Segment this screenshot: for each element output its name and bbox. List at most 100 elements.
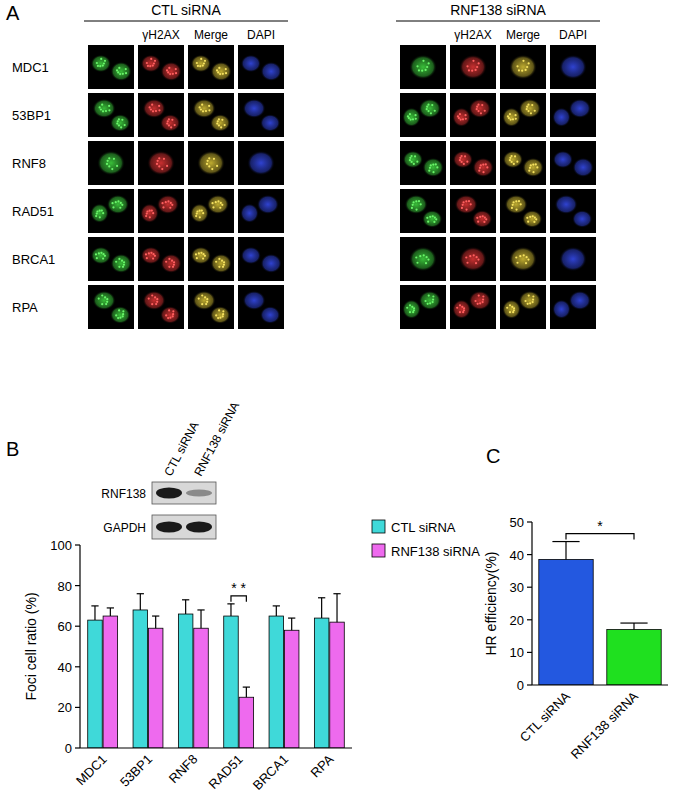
error-cap xyxy=(273,605,280,606)
focus-dot xyxy=(165,261,167,263)
focus-dot xyxy=(475,69,477,71)
focus-dot xyxy=(202,253,204,255)
focus-dot xyxy=(409,159,411,161)
y-tick-label: 60 xyxy=(58,619,72,634)
error-stem xyxy=(230,604,231,616)
error-stem xyxy=(246,687,247,697)
focus-dot xyxy=(527,258,529,260)
focus-dot xyxy=(411,161,413,163)
legend-swatch xyxy=(372,544,385,557)
tile-background xyxy=(500,189,546,233)
focus-dot xyxy=(203,62,205,64)
focus-dot xyxy=(415,200,417,202)
tile-background xyxy=(188,93,234,137)
focus-dot xyxy=(221,119,223,121)
error-bar xyxy=(152,616,159,628)
tile-background xyxy=(238,285,284,329)
significance-bracket xyxy=(566,534,634,540)
focus-dot xyxy=(168,309,170,311)
micrograph-tile xyxy=(88,189,134,233)
focus-dot xyxy=(206,301,208,303)
focus-dot xyxy=(533,221,535,223)
focus-dot xyxy=(99,216,101,218)
focus-dot xyxy=(195,215,197,217)
micrograph-tile xyxy=(138,189,184,233)
focus-dot xyxy=(515,208,517,210)
focus-dot xyxy=(480,164,482,166)
error-stem xyxy=(633,623,634,630)
nucleus xyxy=(552,108,570,127)
focus-dot xyxy=(199,106,201,108)
bar xyxy=(194,628,209,748)
y-tick xyxy=(75,707,80,708)
focus-dot xyxy=(465,208,467,210)
focus-dot xyxy=(208,109,210,111)
micrograph-tile xyxy=(500,141,546,185)
micrograph-tile xyxy=(500,189,546,233)
focus-dot xyxy=(476,106,478,108)
error-cap xyxy=(107,607,114,608)
focus-dot xyxy=(424,300,426,302)
focus-dot xyxy=(420,203,422,205)
focus-dot xyxy=(414,114,416,116)
focus-dot xyxy=(205,303,207,305)
nucleus xyxy=(197,151,225,176)
focus-dot xyxy=(460,118,462,120)
focus-dot xyxy=(175,72,177,74)
focus-dot xyxy=(97,65,99,67)
focus-dot xyxy=(146,210,148,212)
x-tick-label: 53BP1 xyxy=(117,752,155,790)
focus-dot xyxy=(156,163,158,165)
focus-dot xyxy=(200,108,202,110)
focus-dot xyxy=(166,165,168,167)
focus-dot xyxy=(96,62,98,64)
focus-dot xyxy=(460,155,462,157)
micrograph-tile xyxy=(238,285,284,329)
error-bar xyxy=(227,604,234,616)
micrograph-tile xyxy=(88,141,134,185)
focus-dot xyxy=(216,69,218,71)
focus-dot xyxy=(477,110,479,112)
focus-dot xyxy=(118,124,120,126)
focus-dot xyxy=(122,313,124,315)
tile-background xyxy=(500,285,546,329)
focus-dot xyxy=(484,110,486,112)
error-bar xyxy=(552,542,579,560)
focus-dot xyxy=(465,200,467,202)
nucleus xyxy=(191,55,211,73)
tile-background xyxy=(188,189,234,233)
focus-dot xyxy=(111,202,113,204)
focus-dot xyxy=(170,202,172,204)
nucleus xyxy=(455,195,478,214)
focus-dot xyxy=(522,60,524,62)
y-tick-label: 50 xyxy=(510,515,524,530)
focus-dot xyxy=(158,105,160,107)
nucleus xyxy=(257,195,279,214)
focus-dot xyxy=(479,216,481,218)
focus-dot xyxy=(96,257,98,259)
nucleus xyxy=(261,62,282,81)
focus-dot xyxy=(409,311,411,313)
nucleus xyxy=(111,62,132,81)
tile-background xyxy=(450,93,496,137)
column-header: Merge xyxy=(194,28,228,42)
focus-dot xyxy=(122,315,124,317)
focus-dot xyxy=(459,311,461,313)
focus-dot xyxy=(432,163,434,165)
focus-dot xyxy=(506,307,508,309)
focus-dot xyxy=(112,206,114,208)
focus-dot xyxy=(147,65,149,67)
focus-dot xyxy=(197,65,199,67)
y-tick xyxy=(527,619,532,620)
focus-dot xyxy=(115,314,117,316)
tile-background xyxy=(500,45,546,89)
focus-dot xyxy=(410,118,412,120)
focus-dot xyxy=(205,110,207,112)
bar xyxy=(269,616,284,748)
blot-band-label: GAPDH xyxy=(103,521,146,535)
nucleus xyxy=(459,247,487,272)
nucleus xyxy=(240,204,258,223)
focus-dot xyxy=(477,303,479,305)
focus-dot xyxy=(419,255,421,257)
focus-dot xyxy=(527,303,529,305)
